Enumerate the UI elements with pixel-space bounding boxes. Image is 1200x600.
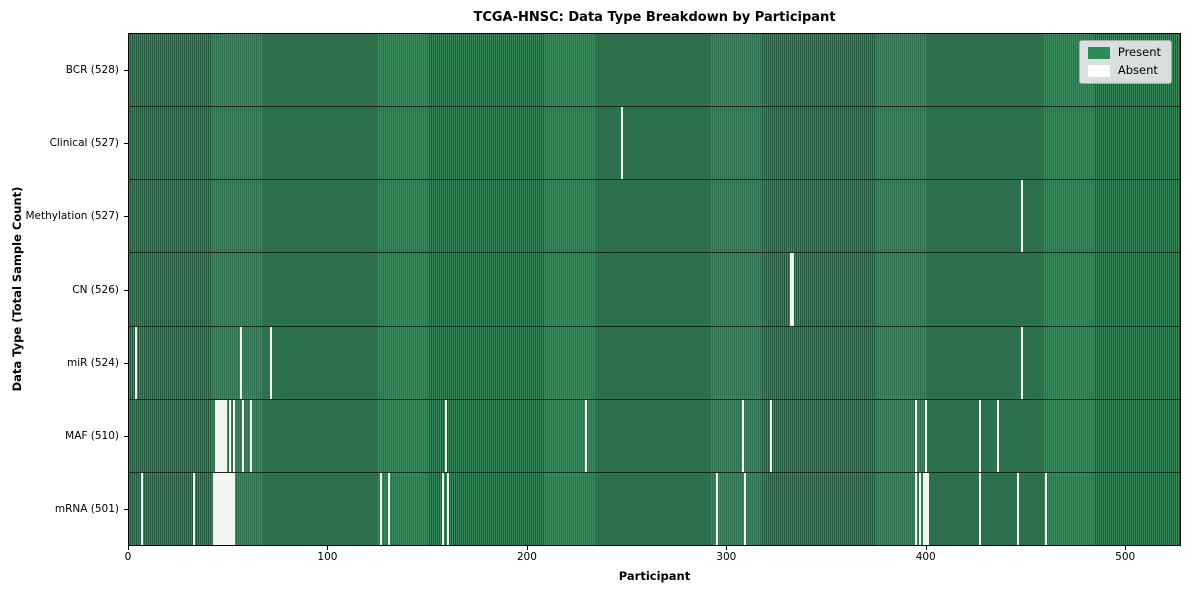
absent-gap-marker [226,472,229,545]
absent-gap-marker [915,399,918,472]
absent-gap-marker [925,399,928,472]
y-tick-label-bcr: BCR (528) [65,63,119,76]
x-tick-label: 300 [716,551,737,563]
chart-title: TCGA-HNSC: Data Type Breakdown by Partic… [473,10,836,25]
x-axis-title: Participant [618,569,691,583]
absent-gap-marker [218,472,221,545]
absent-gap-marker [270,326,273,399]
y-tick-label-methylation: Methylation (527) [25,210,119,223]
absent-gap-marker [232,399,235,472]
absent-gap-marker [915,472,918,545]
heatmap-row-methylation [129,180,1180,254]
x-tick-mark [726,546,728,550]
absent-gap-marker [192,472,195,545]
absent-gap-marker [978,472,981,545]
legend-entry-present: Present [1087,45,1161,60]
x-tick-mark [128,546,129,550]
absent-gap-marker [220,399,223,472]
absent-gap-marker [441,472,444,545]
absent-gap-marker [250,399,253,472]
absent-gap-marker [978,399,981,472]
x-tick-label: 400 [915,551,936,563]
y-tick-mark [124,509,128,511]
x-tick-label: 0 [124,551,132,563]
absent-gap-marker [222,472,225,545]
legend-swatch-icon [1087,65,1110,77]
y-tick-mark [124,69,128,71]
absent-gap-marker [228,399,231,472]
absent-gap-marker [216,399,219,472]
absent-gap-marker [387,472,390,545]
absent-gap-marker [716,472,719,545]
absent-gap-marker [584,399,587,472]
x-tick-mark [925,546,927,550]
heatmap-row-mir [129,326,1180,400]
absent-gap-marker [919,472,922,545]
absent-gap-marker [447,472,450,545]
legend-entry-absent: Absent [1087,63,1161,78]
absent-gap-marker [230,472,233,545]
y-tick-mark [124,362,128,364]
absent-gap-marker [240,326,243,399]
plot-area: Present Absent [128,33,1181,546]
absent-gap-marker [224,472,227,545]
y-tick-mark [124,142,128,144]
absent-gap-marker [216,472,219,545]
legend-swatch-icon [1087,47,1110,59]
absent-gap-marker [379,472,382,545]
absent-gap-marker [1044,472,1047,545]
absent-gap-marker [791,253,794,326]
absent-gap-marker [923,472,926,545]
absent-gap-marker [214,399,217,472]
y-tick-mark [124,289,128,291]
y-tick-label-mrna: mRNA (501) [54,503,119,516]
absent-gap-marker [218,399,221,472]
absent-gap-marker [212,472,215,545]
absent-gap-marker [228,472,231,545]
absent-gap-marker [214,472,217,545]
y-tick-label-clinical: Clinical (527) [49,136,119,149]
absent-gap-marker [1016,472,1019,545]
absent-gap-marker [242,399,245,472]
legend-label: Present [1117,45,1161,60]
absent-gap-marker [744,472,747,545]
y-tick-label-cn: CN (526) [72,283,119,296]
x-tick-label: 500 [1115,551,1136,563]
absent-gap-marker [769,399,772,472]
absent-gap-marker [1020,180,1023,253]
heatmap-row-cn [129,253,1180,327]
absent-gap-marker [620,107,623,180]
absent-gap-marker [222,399,225,472]
x-tick-mark [1125,546,1127,550]
absent-gap-marker [742,399,745,472]
legend-label: Absent [1117,63,1158,78]
y-tick-mark [124,436,128,438]
y-tick-mark [124,216,128,218]
absent-gap-marker [1020,326,1023,399]
x-tick-mark [526,546,528,550]
heatmap-row-clinical [129,107,1180,181]
x-tick-label: 100 [317,551,338,563]
absent-gap-marker [220,472,223,545]
heatmap-rows [129,34,1180,545]
y-tick-label-maf: MAF (510) [65,430,119,443]
absent-gap-marker [789,253,792,326]
heatmap-row-mrna [129,472,1180,545]
absent-gap-marker [134,326,137,399]
x-tick-mark [327,546,329,550]
absent-gap-marker [996,399,999,472]
heatmap-row-bcr [129,34,1180,108]
absent-gap-marker [140,472,143,545]
absent-gap-marker [925,472,928,545]
absent-gap-marker [445,399,448,472]
y-tick-label-mir: miR (524) [66,356,119,369]
x-tick-label: 200 [516,551,537,563]
absent-gap-marker [927,472,930,545]
absent-gap-marker [232,472,235,545]
legend: Present Absent [1078,40,1172,84]
heatmap-row-maf [129,399,1180,473]
absent-gap-marker [224,399,227,472]
